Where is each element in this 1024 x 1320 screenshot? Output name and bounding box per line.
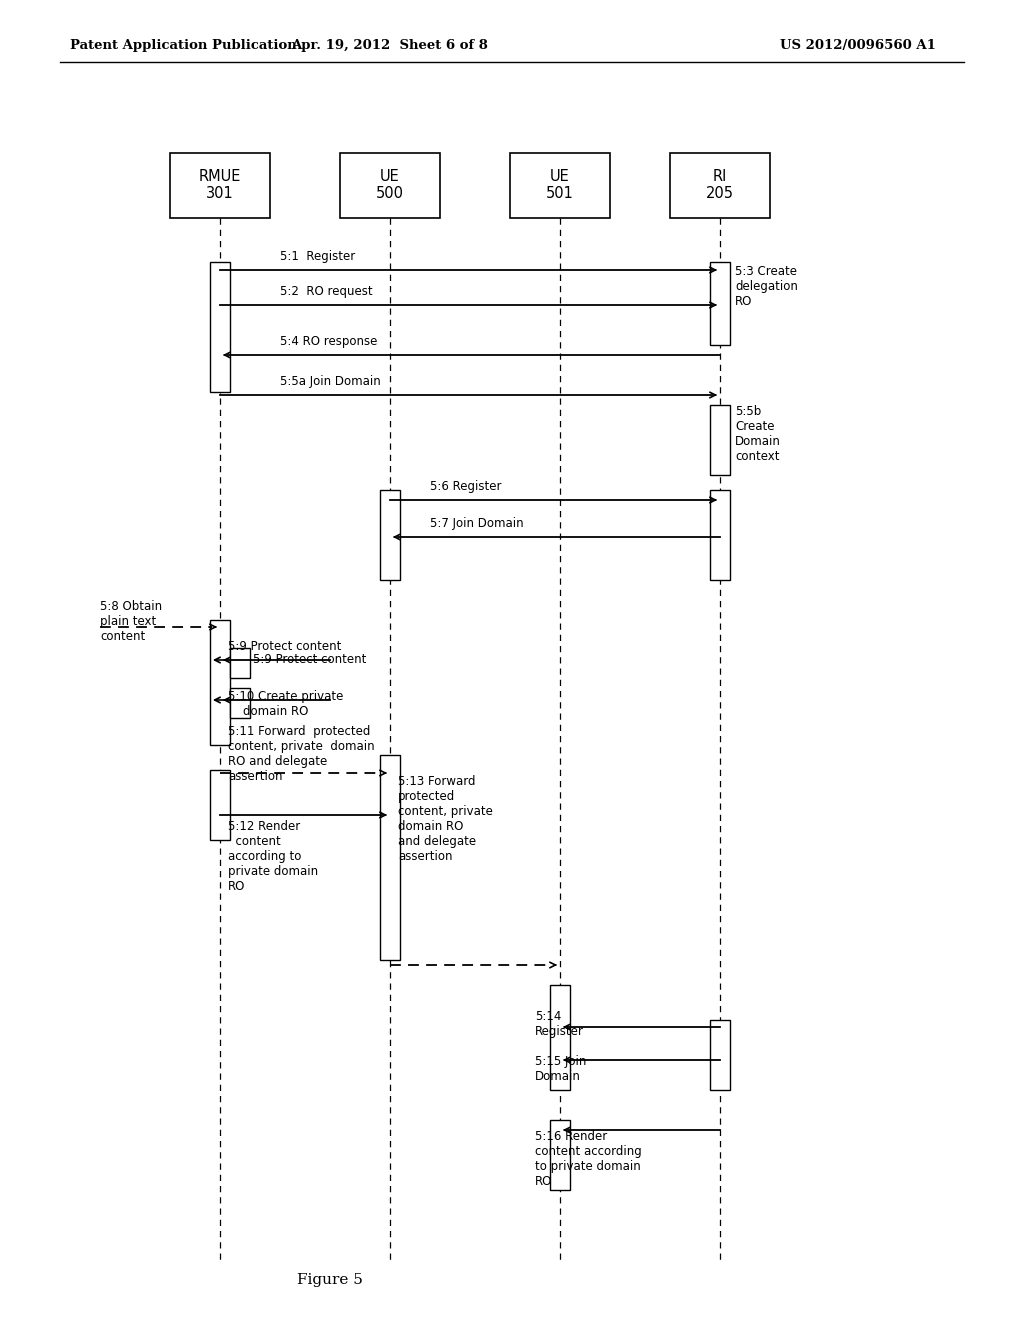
Text: 5:13 Forward
protected
content, private
domain RO
and delegate
assertion: 5:13 Forward protected content, private … bbox=[398, 775, 493, 863]
Text: 5:3 Create
delegation
RO: 5:3 Create delegation RO bbox=[735, 265, 798, 308]
Text: 5:9 Protect content: 5:9 Protect content bbox=[253, 653, 367, 667]
Bar bbox=[210, 620, 230, 744]
Text: RMUE
301: RMUE 301 bbox=[199, 169, 242, 201]
Text: RI
205: RI 205 bbox=[706, 169, 734, 201]
Text: 5:1  Register: 5:1 Register bbox=[280, 249, 355, 263]
Bar bbox=[210, 770, 230, 840]
Bar bbox=[380, 755, 400, 960]
Text: Apr. 19, 2012  Sheet 6 of 8: Apr. 19, 2012 Sheet 6 of 8 bbox=[292, 38, 488, 51]
Bar bbox=[230, 688, 250, 718]
Bar bbox=[710, 405, 730, 475]
Text: Patent Application Publication: Patent Application Publication bbox=[70, 38, 297, 51]
Bar bbox=[550, 1119, 570, 1191]
Bar bbox=[230, 648, 250, 678]
Text: 5:16 Render
content according
to private domain
RO: 5:16 Render content according to private… bbox=[535, 1130, 642, 1188]
Text: 5:15 Join
Domain: 5:15 Join Domain bbox=[535, 1055, 587, 1082]
Text: US 2012/0096560 A1: US 2012/0096560 A1 bbox=[780, 38, 936, 51]
Text: Figure 5: Figure 5 bbox=[297, 1272, 362, 1287]
Bar bbox=[380, 490, 400, 579]
Bar bbox=[710, 261, 730, 345]
Text: 5:4 RO response: 5:4 RO response bbox=[280, 335, 378, 348]
Text: UE
500: UE 500 bbox=[376, 169, 404, 201]
Bar bbox=[710, 490, 730, 579]
Text: 5:14
Register: 5:14 Register bbox=[535, 1010, 584, 1038]
Text: 5:8 Obtain
plain text
content: 5:8 Obtain plain text content bbox=[100, 601, 162, 643]
Text: 5:9 Protect content: 5:9 Protect content bbox=[228, 640, 341, 653]
Bar bbox=[550, 985, 570, 1090]
Bar bbox=[710, 1020, 730, 1090]
Bar bbox=[510, 153, 610, 218]
Bar bbox=[170, 153, 270, 218]
Text: 5:7 Join Domain: 5:7 Join Domain bbox=[430, 517, 523, 531]
Text: 5:5a Join Domain: 5:5a Join Domain bbox=[280, 375, 381, 388]
Text: 5:5b
Create
Domain
context: 5:5b Create Domain context bbox=[735, 405, 781, 463]
Text: UE
501: UE 501 bbox=[546, 169, 573, 201]
Text: 5:6 Register: 5:6 Register bbox=[430, 480, 502, 492]
Bar bbox=[340, 153, 440, 218]
Text: 5:12 Render
  content
according to
private domain
RO: 5:12 Render content according to private… bbox=[228, 820, 318, 894]
Text: 5:11 Forward  protected
content, private  domain
RO and delegate
assertion: 5:11 Forward protected content, private … bbox=[228, 725, 375, 783]
Text: 5:10 Create private
    domain RO: 5:10 Create private domain RO bbox=[228, 690, 343, 718]
Bar bbox=[670, 153, 770, 218]
Text: 5:2  RO request: 5:2 RO request bbox=[280, 285, 373, 298]
Bar bbox=[210, 261, 230, 392]
